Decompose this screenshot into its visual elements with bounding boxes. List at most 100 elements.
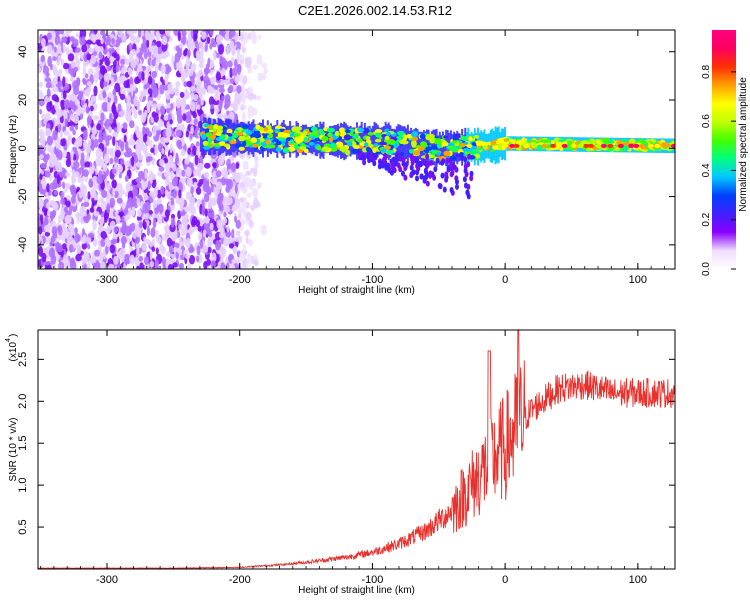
- noise-blob: [109, 56, 115, 63]
- tail-point: [469, 170, 474, 177]
- noise-blob: [157, 203, 164, 214]
- band-point: [509, 139, 516, 144]
- band-point: [629, 138, 636, 144]
- noise-blob: [75, 32, 79, 38]
- noise-blob: [56, 108, 63, 118]
- noise-blob: [173, 87, 179, 94]
- noise-blob: [195, 186, 202, 195]
- peak-point: [670, 143, 675, 148]
- noise-blob: [203, 171, 209, 179]
- band-point: [321, 146, 330, 152]
- band-point: [265, 139, 271, 145]
- noise-blob: [82, 129, 88, 141]
- noise-blob: [54, 34, 61, 46]
- band-point: [550, 140, 555, 145]
- noise-blob: [46, 183, 50, 193]
- band-point: [255, 124, 261, 130]
- noise-blob: [95, 167, 99, 176]
- tail-point: [438, 183, 443, 190]
- band-point: [308, 141, 315, 146]
- noise-blob: [131, 48, 137, 56]
- noise-blob: [137, 130, 143, 139]
- noise-blob: [117, 103, 122, 112]
- noise-blob: [63, 227, 70, 239]
- noise-blob: [242, 160, 249, 171]
- noise-blob: [179, 123, 185, 132]
- noise-blob: [108, 263, 114, 269]
- noise-blob: [119, 93, 126, 100]
- noise-blob: [209, 30, 214, 36]
- noise-blob: [83, 250, 89, 260]
- noise-blob: [145, 65, 152, 73]
- noise-blob: [141, 71, 145, 81]
- noise-blob: [70, 113, 74, 120]
- noise-blob: [187, 41, 193, 50]
- noise-blob: [179, 91, 185, 98]
- tail-point: [445, 157, 450, 164]
- peak-point: [541, 143, 548, 148]
- snr-multiplier-base: (x10: [8, 342, 19, 362]
- noise-blob: [228, 84, 234, 94]
- noise-blob: [248, 179, 254, 190]
- tail-point: [455, 178, 459, 185]
- noise-blob: [178, 181, 183, 193]
- noise-blob: [129, 120, 135, 129]
- noise-blob: [219, 153, 225, 163]
- noise-blob: [60, 190, 64, 201]
- noise-blob: [188, 226, 195, 233]
- noise-blob: [154, 259, 159, 268]
- noise-blob: [115, 215, 121, 225]
- noise-blob: [168, 244, 174, 254]
- noise-blob: [74, 124, 79, 130]
- noise-blob: [190, 86, 196, 92]
- noise-blob: [72, 104, 78, 111]
- noise-blob: [242, 243, 246, 253]
- noise-blob: [161, 245, 166, 255]
- noise-blob: [221, 68, 226, 74]
- noise-blob: [206, 36, 211, 45]
- noise-blob: [75, 58, 80, 67]
- noise-blob: [193, 168, 199, 177]
- band-segment: [363, 122, 366, 160]
- noise-blob: [143, 127, 150, 134]
- noise-blob: [254, 155, 259, 163]
- noise-blob: [101, 101, 108, 112]
- noise-blob: [93, 85, 98, 97]
- noise-blob: [257, 182, 262, 190]
- noise-blob: [38, 58, 41, 64]
- noise-blob: [77, 234, 81, 242]
- band-point: [299, 146, 307, 150]
- noise-blob: [67, 134, 72, 143]
- noise-blob: [95, 156, 102, 167]
- noise-blob: [51, 94, 59, 102]
- noise-blob: [38, 104, 41, 112]
- noise-blob: [165, 108, 171, 114]
- band-point: [238, 146, 245, 151]
- tail-point: [403, 174, 408, 181]
- noise-blob: [98, 223, 104, 233]
- noise-blob: [171, 55, 175, 66]
- tail-point: [463, 156, 468, 163]
- noise-blob: [56, 233, 63, 241]
- tail-point: [444, 171, 449, 178]
- noise-blob: [38, 226, 43, 235]
- tail-point: [358, 152, 362, 159]
- tail-point: [442, 186, 447, 193]
- noise-blob: [95, 39, 102, 45]
- band-point: [250, 137, 257, 144]
- noise-blob: [120, 235, 127, 245]
- noise-blob: [89, 54, 97, 65]
- noise-blob: [59, 171, 67, 178]
- noise-blob: [62, 76, 66, 87]
- noise-blob: [150, 83, 157, 91]
- noise-blob: [120, 85, 126, 96]
- noise-blob: [78, 149, 82, 157]
- noise-blob: [88, 166, 95, 175]
- noise-blob: [241, 111, 246, 122]
- noise-blob: [136, 247, 140, 256]
- noise-blob: [136, 100, 141, 111]
- noise-blob: [159, 30, 166, 35]
- band-segment: [270, 123, 272, 155]
- tail-point: [398, 155, 403, 162]
